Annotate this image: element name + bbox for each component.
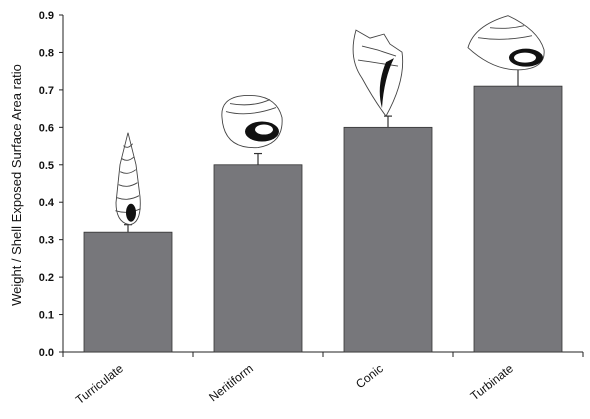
y-tick-label: 0.3 (39, 235, 54, 247)
bars (83, 63, 563, 353)
conic-shell-icon (352, 29, 404, 117)
y-tick-label: 0.5 (39, 160, 54, 172)
turbinate-shell-icon (467, 15, 545, 71)
bar-conic (343, 126, 433, 353)
y-axis: 0.0 0.1 0.2 0.3 0.4 0.5 0.6 0.7 0.8 0.9 (39, 10, 64, 359)
neritiform-shell-icon (221, 95, 283, 148)
y-tick-label: 0.0 (39, 347, 54, 359)
y-tick-label: 0.6 (39, 122, 54, 134)
turriculate-shell-icon (115, 132, 141, 226)
y-tick-label: 0.9 (39, 10, 54, 22)
bar-turriculate (83, 231, 173, 353)
bar-turbinate (473, 85, 563, 353)
y-tick-label: 0.1 (39, 310, 54, 322)
x-axis: Turriculate Neritiform Conic Turbinate (62, 351, 584, 407)
shell-illustrations (115, 15, 545, 226)
y-tick-label: 0.2 (39, 272, 54, 284)
bar-neritiform (213, 164, 303, 353)
x-tick-label-turriculate: Turriculate (73, 361, 126, 407)
x-tick-label-conic: Conic (353, 361, 386, 391)
y-axis-title: Weight / Shell Exposed Surface Area rati… (9, 64, 24, 306)
y-tick-label: 0.8 (39, 47, 54, 59)
x-tick-label-turbinate: Turbinate (468, 361, 516, 403)
x-tick-label-neritiform: Neritiform (206, 361, 256, 404)
y-tick-label: 0.4 (39, 197, 55, 209)
y-tick-label: 0.7 (39, 85, 54, 97)
